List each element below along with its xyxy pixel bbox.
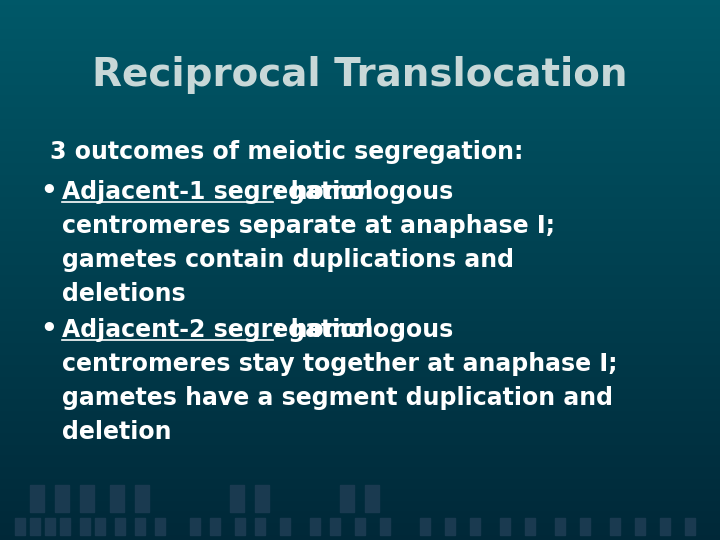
Text: centromeres separate at anaphase I;: centromeres separate at anaphase I; <box>62 214 555 238</box>
Text: Adjacent-2 segregation: Adjacent-2 segregation <box>62 318 374 342</box>
Text: deletions: deletions <box>62 282 186 306</box>
Text: deletion: deletion <box>62 420 171 444</box>
Text: 3 outcomes of meiotic segregation:: 3 outcomes of meiotic segregation: <box>50 140 523 164</box>
Text: : homologous: : homologous <box>273 180 454 204</box>
Text: centromeres stay together at anaphase I;: centromeres stay together at anaphase I; <box>62 352 618 376</box>
Text: gametes have a segment duplication and: gametes have a segment duplication and <box>62 386 613 410</box>
Text: Adjacent-1 segregation: Adjacent-1 segregation <box>62 180 374 204</box>
Text: : homologous: : homologous <box>273 318 454 342</box>
Text: Reciprocal Translocation: Reciprocal Translocation <box>92 56 628 94</box>
Text: •: • <box>40 317 57 343</box>
Text: •: • <box>40 179 57 205</box>
Text: gametes contain duplications and: gametes contain duplications and <box>62 248 514 272</box>
